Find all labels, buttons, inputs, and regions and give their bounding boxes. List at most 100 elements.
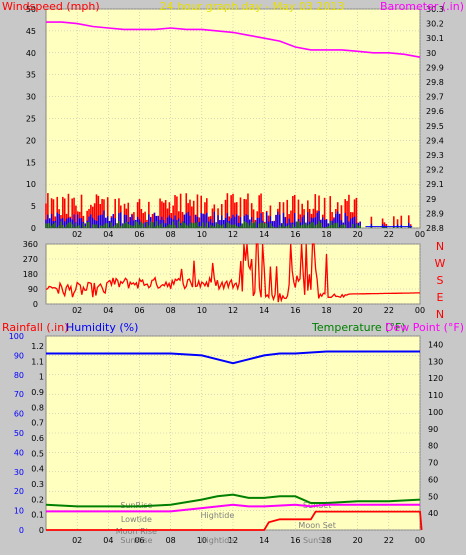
humidity-tick-label: 60 — [14, 410, 24, 419]
x-tick-label: 10 — [197, 306, 207, 315]
temp-tick-label: 50 — [428, 492, 438, 501]
lowtide-label: Lowtide — [121, 515, 152, 524]
x-tick-label: 00 — [415, 230, 425, 239]
x-tick-label: 06 — [134, 306, 144, 315]
rain-tick-label: 0.8 — [31, 403, 44, 412]
rain-tick-label: 0.9 — [31, 388, 44, 397]
direction-tick-label: 360 — [23, 240, 38, 249]
direction-tick-label: 180 — [23, 270, 38, 279]
x-sunset-label: SunSet — [303, 536, 331, 545]
wind-tick-label: 15 — [26, 158, 36, 167]
temp-tick-label: 60 — [428, 475, 438, 484]
humidity-tick-label: 50 — [14, 429, 24, 438]
baro-tick-label: 29 — [426, 195, 436, 204]
wind-barometer-data — [45, 21, 421, 228]
x-tick-label: 16 — [290, 306, 300, 315]
baro-tick-label: 30.1 — [426, 34, 444, 43]
wind-y-axis: 0 5 10 15 20 25 30 35 40 45 50 — [26, 5, 36, 233]
rain-y-axis: 0 0.1 0.2 0.3 0.4 0.5 0.6 0.7 0.8 0.9 1 1.1 1.2 — [31, 342, 44, 535]
baro-tick-label: 28.9 — [426, 209, 444, 218]
temp-tick-label: 80 — [428, 442, 438, 451]
rain-tick-label: 1.2 — [31, 342, 44, 351]
x-tick-label: 18 — [321, 230, 331, 239]
x-tick-label: 08 — [166, 536, 176, 545]
humidity-tick-label: 0 — [19, 526, 24, 535]
wind-tick-label: 30 — [26, 93, 36, 102]
wind-grid — [46, 8, 421, 229]
x-tick-label: 08 — [166, 306, 176, 315]
x-tick-label: 12 — [228, 230, 238, 239]
x-hightide-label: Hightide — [201, 536, 235, 545]
x-tick-label: 00 — [415, 306, 425, 315]
wind-tick-label: 25 — [26, 115, 36, 124]
x-tick-label: 02 — [72, 306, 82, 315]
x-sunrise-label: SunRise — [120, 536, 152, 545]
barometer-line — [46, 21, 421, 58]
baro-tick-label: 30 — [426, 49, 436, 58]
direction-line — [45, 243, 420, 303]
direction-tick-label: 0 — [33, 300, 38, 309]
wind-tick-label: 50 — [26, 5, 36, 14]
direction-y-axis: 0 90 180 270 360 — [23, 240, 38, 309]
x-tick-label: 22 — [384, 536, 394, 545]
temp-x-axis: 02 04 06 08 10 12 14 16 18 20 22 00 — [72, 536, 425, 545]
humidity-tick-label: 40 — [14, 448, 24, 457]
baro-tick-label: 29.7 — [426, 93, 444, 102]
humidity-tick-label: 100 — [9, 332, 24, 341]
x-tick-label: 20 — [353, 306, 363, 315]
dewpoint-line — [46, 503, 420, 513]
rain-tick-label: 0.5 — [31, 449, 44, 458]
x-tick-label: 12 — [228, 306, 238, 315]
temperature-y-axis: 40 50 60 70 80 90 100 110 120 130 140 — [428, 340, 443, 518]
humidity-tick-label: 90 — [14, 351, 24, 360]
temp-tick-label: 40 — [428, 509, 438, 518]
humidity-y-axis: 0 10 20 30 40 50 60 70 80 90 100 — [9, 332, 24, 535]
baro-tick-label: 29.3 — [426, 151, 444, 160]
humidity-label: Humidity (%) — [66, 321, 138, 334]
x-tick-label: 14 — [259, 230, 269, 239]
temp-tick-label: 90 — [428, 425, 438, 434]
x-tick-label: 22 — [384, 306, 394, 315]
humidity-tick-label: 70 — [14, 390, 24, 399]
rain-tick-label: 0.7 — [31, 419, 44, 428]
x-tick-label: 12 — [228, 536, 238, 545]
temp-tick-label: 110 — [428, 391, 443, 400]
rainfall-line — [46, 510, 423, 531]
windspeed-label: Windspeed (mph) — [2, 0, 100, 13]
wind-x-axis: 02 04 06 08 10 12 14 16 18 20 22 00 — [72, 230, 425, 239]
rain-tick-label: 0.2 — [31, 495, 44, 504]
x-tick-label: 08 — [166, 230, 176, 239]
temp-tick-label: 70 — [428, 459, 438, 468]
baro-tick-label: 29.4 — [426, 136, 444, 145]
baro-tick-label: 30.2 — [426, 20, 444, 29]
x-tick-label: 18 — [321, 536, 331, 545]
x-tick-label: 06 — [134, 536, 144, 545]
barometer-label: Barometer (.in) — [380, 0, 464, 13]
direction-data — [45, 243, 420, 303]
compass-label: S — [437, 274, 444, 287]
temperature-label: Temperature (°F) — [311, 321, 406, 334]
dewpoint-label: Dew Point (°F) — [385, 321, 464, 334]
humidity-tick-label: 80 — [14, 371, 24, 380]
x-tick-label: 14 — [259, 306, 269, 315]
x-tick-label: 00 — [415, 536, 425, 545]
barometer-y-axis: 28.8 28.9 29 29.1 29.2 29.3 29.4 29.5 29.6 29.7 29… — [426, 5, 444, 233]
x-tick-label: 18 — [321, 306, 331, 315]
compass-label: N — [436, 240, 444, 253]
wind-tick-label: 45 — [26, 27, 36, 36]
baro-tick-label: 28.8 — [426, 224, 444, 233]
rain-tick-label: 0.4 — [31, 465, 44, 474]
x-tick-label: 22 — [384, 230, 394, 239]
humidity-line — [46, 350, 420, 365]
humidity-tick-label: 30 — [14, 468, 24, 477]
x-tick-label: 16 — [290, 230, 300, 239]
temp-tick-label: 100 — [428, 408, 443, 417]
x-tick-label: 04 — [103, 536, 113, 545]
baro-tick-label: 29.5 — [426, 122, 444, 131]
x-tick-label: 16 — [290, 536, 300, 545]
compass-label: N — [436, 308, 444, 321]
x-tick-label: 02 — [72, 230, 82, 239]
